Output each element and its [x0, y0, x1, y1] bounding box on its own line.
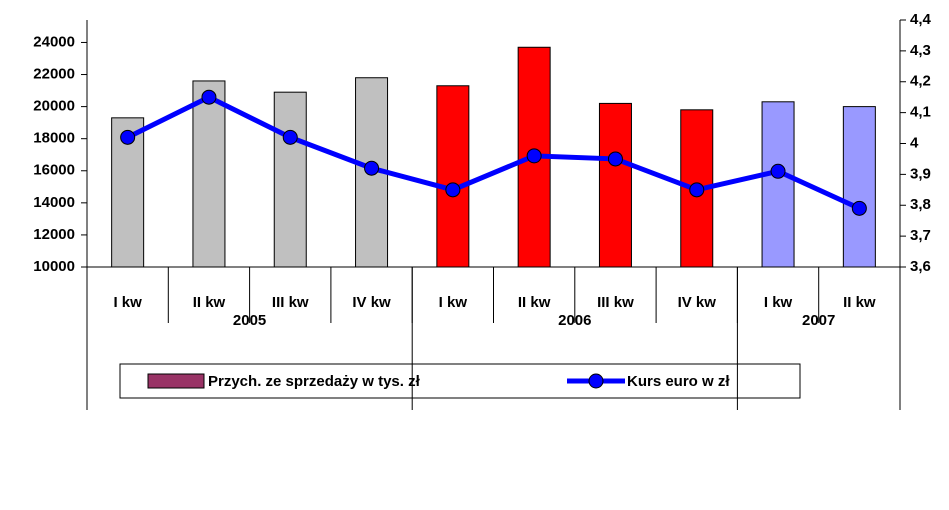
y-tick-label: 18000 [33, 130, 75, 147]
y-tick-label: 12000 [33, 226, 75, 243]
legend-swatch [147, 373, 205, 389]
y2-tick-label: 3,9 [910, 165, 931, 182]
line-marker [526, 148, 542, 164]
line-marker [851, 200, 867, 216]
x-tick-label: II kw [843, 294, 876, 311]
line-marker [607, 151, 623, 167]
y2-tick-label: 4,4 [910, 11, 932, 28]
line-marker [689, 182, 705, 198]
bar [842, 106, 876, 268]
bar [761, 101, 795, 268]
y2-tick-label: 3,6 [910, 258, 931, 275]
y2-tick-label: 4,1 [910, 104, 931, 121]
y2-tick-label: 3,7 [910, 227, 931, 244]
x-tick-label: I kw [113, 294, 142, 311]
legend-label: Kurs euro w zł [627, 373, 730, 390]
x-tick-label: IV kw [352, 294, 391, 311]
bar [192, 80, 226, 268]
line [126, 94, 861, 211]
bar [436, 85, 470, 268]
line-marker [120, 129, 136, 145]
x-tick-label: III kw [597, 294, 634, 311]
x-tick-label: III kw [272, 294, 309, 311]
y2-tick-label: 4,2 [910, 73, 931, 90]
x-tick-label: I kw [764, 294, 793, 311]
y2-tick-label: 3,8 [910, 196, 931, 213]
legend-box [119, 363, 801, 399]
line-marker [282, 129, 298, 145]
y-tick-label: 16000 [33, 162, 75, 179]
x-tick-label: IV kw [678, 294, 717, 311]
y-tick-label: 10000 [33, 258, 75, 275]
legend-label: Przych. ze sprzedaży w tys. zł [208, 373, 421, 390]
y-tick-label: 24000 [33, 33, 75, 50]
y-tick-label: 14000 [33, 194, 75, 211]
x-tick-label: II kw [518, 294, 551, 311]
y-tick-label: 20000 [33, 98, 75, 115]
line-marker [445, 182, 461, 198]
line-marker [770, 163, 786, 179]
x-tick-label: I kw [439, 294, 468, 311]
y-tick-label: 22000 [33, 66, 75, 83]
line-marker [364, 160, 380, 176]
bar [273, 91, 307, 268]
y2-tick-label: 4 [910, 134, 919, 151]
legend-swatch [588, 373, 604, 389]
x-tick-label: II kw [193, 294, 226, 311]
y2-tick-label: 4,3 [910, 42, 931, 59]
bar [598, 102, 632, 268]
line-marker [201, 89, 217, 105]
